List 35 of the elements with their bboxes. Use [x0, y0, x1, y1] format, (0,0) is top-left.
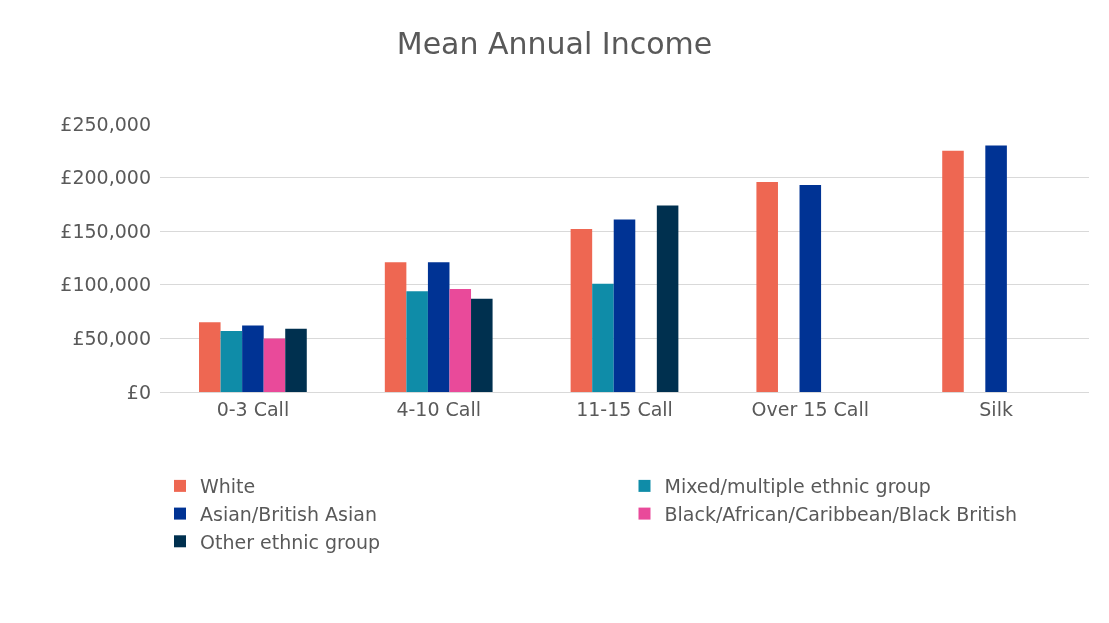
- chart-title: Mean Annual Income: [396, 26, 713, 62]
- bar: [449, 289, 472, 392]
- bar: [427, 262, 450, 392]
- legend-label: Asian/British Asian: [200, 503, 377, 525]
- legend-label: Black/African/Caribbean/Black British: [664, 503, 1018, 525]
- bar: [656, 205, 679, 392]
- bar: [285, 328, 307, 392]
- x-tick-label: 4-10 Call: [396, 397, 482, 420]
- bar: [384, 262, 407, 392]
- bar: [756, 181, 778, 392]
- y-tick-label: £100,000: [60, 273, 151, 296]
- bar: [942, 150, 964, 392]
- bar: [592, 283, 614, 392]
- y-tick-label: £150,000: [60, 219, 151, 242]
- bar: [199, 322, 221, 392]
- legend-label: Mixed/multiple ethnic group: [664, 475, 931, 498]
- x-tick-label: Over 15 Call: [751, 397, 870, 420]
- x-tick-label: 0-3 Call: [216, 397, 290, 420]
- bar: [613, 219, 636, 392]
- bar: [570, 229, 593, 392]
- bar: [471, 298, 493, 392]
- legend-label: White: [200, 475, 256, 498]
- bar: [242, 325, 264, 392]
- bar: [220, 330, 243, 392]
- y-tick-label: £250,000: [60, 112, 151, 135]
- legend-label: Other ethnic group: [200, 530, 381, 553]
- bar: [263, 338, 286, 392]
- bar: [985, 145, 1007, 392]
- bar: [406, 291, 428, 392]
- bar: [799, 185, 822, 392]
- x-tick-label: 11-15 Call: [576, 397, 673, 420]
- y-tick-label: £0: [126, 380, 151, 403]
- x-tick-label: Silk: [979, 397, 1013, 420]
- y-tick-label: £50,000: [72, 327, 151, 350]
- y-tick-label: £200,000: [60, 166, 151, 189]
